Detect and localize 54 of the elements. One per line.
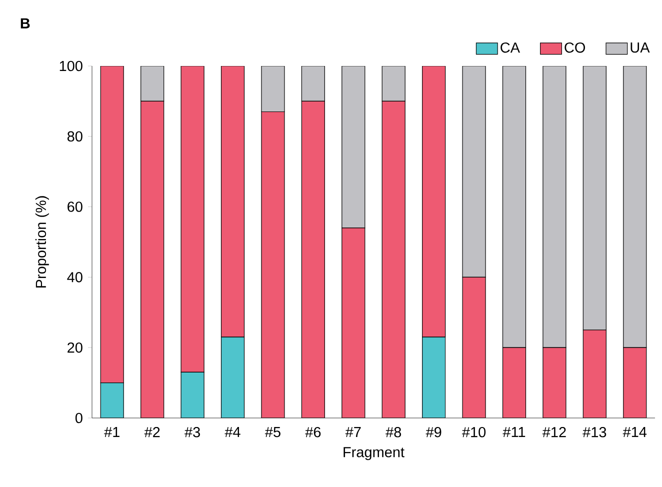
x-tick-label: #10 <box>462 427 486 438</box>
x-tick-label: #11 <box>502 427 526 437</box>
bar <box>261 112 284 418</box>
bar <box>342 228 365 418</box>
x-tick-label: #3 <box>184 427 200 438</box>
y-tick-label: 60 <box>68 202 82 212</box>
bar <box>100 66 124 384</box>
y-axis-title: Proportion (%) <box>35 196 49 288</box>
x-tick-label: #5 <box>264 427 280 438</box>
bar <box>623 347 647 418</box>
y-tick-label: 40 <box>67 272 82 282</box>
y-tick-label: 100 <box>60 60 82 72</box>
bar <box>623 66 647 348</box>
bar <box>422 336 446 418</box>
bar <box>582 66 606 330</box>
bar <box>502 348 526 418</box>
x-tick-label: #8 <box>386 427 402 438</box>
bar <box>422 66 446 338</box>
legend-label: UA <box>630 42 650 53</box>
x-tick-label: #12 <box>542 427 566 438</box>
bar <box>220 66 245 338</box>
bar <box>462 277 486 418</box>
bar <box>301 66 325 102</box>
bar <box>140 66 164 102</box>
x-axis-title: Fragment <box>344 447 404 460</box>
x-tick-label: #1 <box>104 427 120 437</box>
x-tick-label: #14 <box>622 427 647 437</box>
y-tick-label: 80 <box>67 131 82 142</box>
y-tick-label: 0 <box>75 412 82 424</box>
x-tick-label: #2 <box>144 427 160 438</box>
bar <box>261 66 285 112</box>
bar <box>382 101 406 418</box>
y-tick-label: 20 <box>68 342 82 353</box>
x-tick-label: #13 <box>582 427 606 438</box>
bar <box>302 101 325 418</box>
chart-title: B <box>20 18 30 28</box>
bar <box>180 66 204 373</box>
bar <box>583 330 606 418</box>
legend-label: CO <box>564 42 586 53</box>
legend-label: CA <box>500 42 520 53</box>
bar <box>382 66 406 102</box>
x-tick-label: #9 <box>426 427 442 438</box>
bar <box>502 66 526 348</box>
bar <box>542 348 566 418</box>
bar <box>462 66 486 278</box>
bar <box>100 382 124 418</box>
bar <box>140 101 164 418</box>
bar <box>342 66 366 228</box>
x-tick-label: #7 <box>345 427 361 437</box>
bar <box>542 66 566 348</box>
bar <box>221 337 244 418</box>
x-tick-label: #6 <box>305 427 321 438</box>
bar <box>181 372 204 418</box>
x-tick-label: #4 <box>224 427 240 437</box>
